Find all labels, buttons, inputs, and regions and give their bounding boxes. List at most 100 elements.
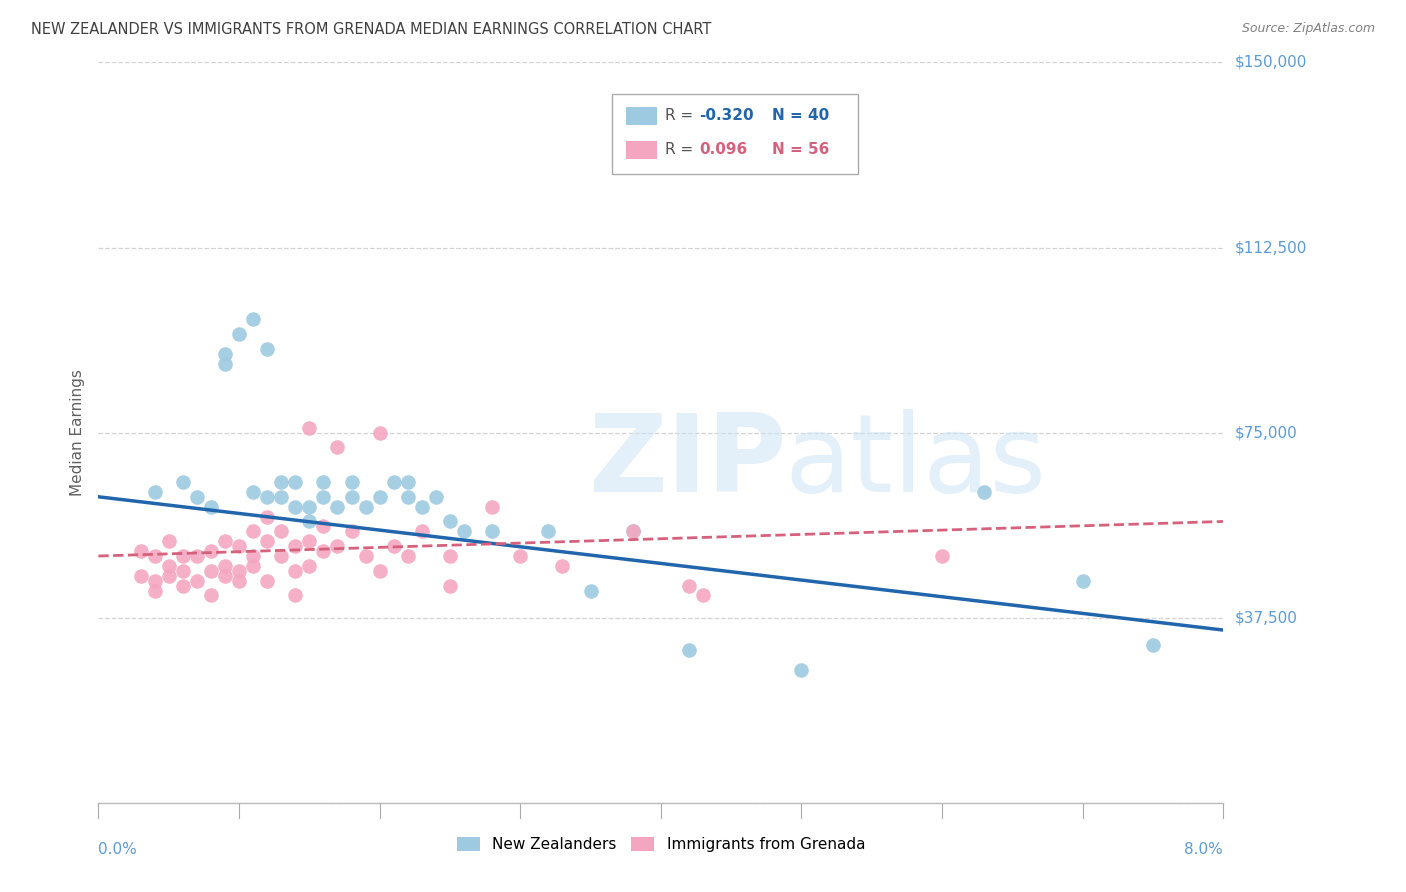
Point	[270, 549, 292, 563]
Point	[129, 544, 152, 558]
Point	[396, 549, 419, 563]
Point	[425, 490, 447, 504]
Point	[186, 574, 208, 588]
Point	[242, 549, 264, 563]
Point	[157, 568, 180, 582]
Point	[368, 425, 391, 440]
Point	[396, 490, 419, 504]
Point	[411, 524, 433, 539]
Text: ZIP: ZIP	[588, 409, 786, 516]
Point	[368, 490, 391, 504]
Point	[172, 549, 194, 563]
Point	[256, 574, 278, 588]
Text: $112,500: $112,500	[1234, 240, 1306, 255]
Point	[692, 589, 714, 603]
Text: -0.320: -0.320	[699, 109, 754, 123]
Text: Source: ZipAtlas.com: Source: ZipAtlas.com	[1241, 22, 1375, 36]
Point	[411, 500, 433, 514]
Point	[172, 475, 194, 489]
Point	[242, 524, 264, 539]
Point	[551, 558, 574, 573]
Point	[228, 564, 250, 578]
Point	[172, 564, 194, 578]
Point	[242, 312, 264, 326]
Point	[214, 357, 236, 371]
Point	[298, 558, 321, 573]
Point	[340, 475, 363, 489]
Point	[214, 346, 236, 360]
Text: R =: R =	[665, 143, 703, 157]
Text: 8.0%: 8.0%	[1184, 842, 1223, 857]
Point	[284, 475, 307, 489]
Point	[214, 534, 236, 549]
Text: R =: R =	[665, 109, 699, 123]
Point	[537, 524, 560, 539]
Point	[200, 589, 222, 603]
Point	[340, 490, 363, 504]
Point	[200, 500, 222, 514]
Point	[256, 509, 278, 524]
Point	[298, 420, 321, 434]
Point	[157, 558, 180, 573]
Point	[973, 484, 995, 499]
Point	[143, 484, 166, 499]
Point	[312, 519, 335, 533]
Point	[1142, 638, 1164, 652]
Point	[256, 490, 278, 504]
Point	[214, 558, 236, 573]
Point	[439, 515, 461, 529]
Point	[453, 524, 475, 539]
Text: $150,000: $150,000	[1234, 55, 1306, 70]
Point	[270, 524, 292, 539]
Text: 0.096: 0.096	[699, 143, 747, 157]
Point	[312, 475, 335, 489]
Point	[326, 500, 349, 514]
Point	[228, 326, 250, 341]
Point	[382, 475, 405, 489]
Point	[284, 539, 307, 553]
Point	[481, 524, 503, 539]
Point	[368, 564, 391, 578]
Text: atlas: atlas	[785, 409, 1046, 516]
Point	[143, 583, 166, 598]
Point	[439, 549, 461, 563]
Text: $75,000: $75,000	[1234, 425, 1298, 440]
Point	[256, 534, 278, 549]
Point	[382, 539, 405, 553]
Point	[172, 579, 194, 593]
Text: N = 40: N = 40	[772, 109, 830, 123]
Point	[481, 500, 503, 514]
Text: N = 56: N = 56	[772, 143, 830, 157]
Y-axis label: Median Earnings: Median Earnings	[69, 369, 84, 496]
Point	[270, 475, 292, 489]
Point	[214, 568, 236, 582]
Point	[354, 549, 377, 563]
Point	[1071, 574, 1094, 588]
Point	[256, 342, 278, 356]
Point	[242, 558, 264, 573]
Point	[931, 549, 953, 563]
Point	[790, 663, 813, 677]
Text: $37,500: $37,500	[1234, 610, 1298, 625]
Point	[186, 549, 208, 563]
Point	[143, 574, 166, 588]
Point	[143, 549, 166, 563]
Point	[312, 490, 335, 504]
Point	[312, 544, 335, 558]
Point	[242, 484, 264, 499]
Point	[186, 490, 208, 504]
Point	[298, 515, 321, 529]
Text: NEW ZEALANDER VS IMMIGRANTS FROM GRENADA MEDIAN EARNINGS CORRELATION CHART: NEW ZEALANDER VS IMMIGRANTS FROM GRENADA…	[31, 22, 711, 37]
Point	[579, 583, 602, 598]
Point	[509, 549, 531, 563]
Point	[200, 564, 222, 578]
Point	[284, 589, 307, 603]
Point	[678, 579, 700, 593]
Text: 0.0%: 0.0%	[98, 842, 138, 857]
Point	[621, 524, 644, 539]
Point	[439, 579, 461, 593]
Point	[354, 500, 377, 514]
Point	[621, 524, 644, 539]
Point	[396, 475, 419, 489]
Point	[326, 539, 349, 553]
